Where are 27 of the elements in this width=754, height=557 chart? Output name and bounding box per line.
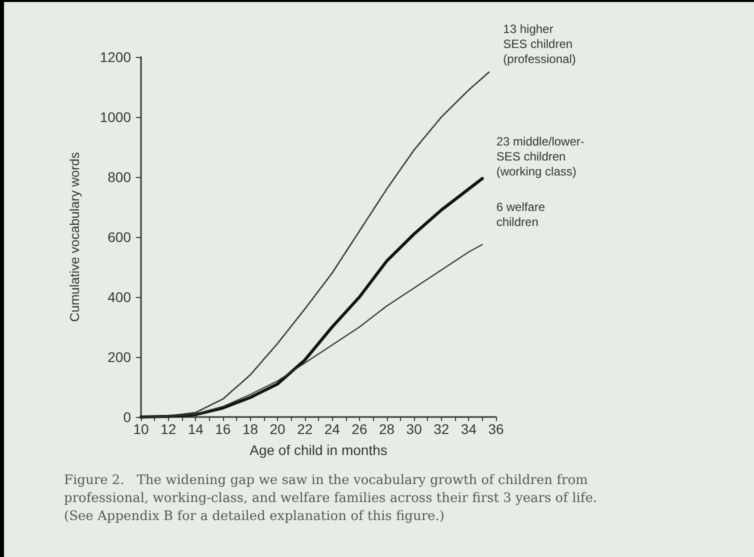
y-tick-label: 800 (108, 169, 132, 185)
x-tick-label: 26 (352, 421, 368, 437)
y-axis-title: Cumulative vocabulary words (67, 152, 82, 322)
y-tick-label: 400 (108, 289, 132, 305)
x-tick-label: 14 (188, 421, 204, 437)
x-tick-label: 16 (215, 421, 231, 437)
x-tick-label: 22 (297, 421, 313, 437)
x-tick-label: 18 (242, 421, 258, 437)
x-tick-label: 12 (160, 421, 176, 437)
x-tick-label: 24 (324, 421, 340, 437)
x-tick-label: 32 (434, 421, 450, 437)
series-label: 23 middle/lower- SES children (working class) (496, 134, 584, 178)
x-tick-label: 28 (378, 421, 395, 437)
y-tick-label: 0 (123, 409, 132, 425)
x-tick-label: 30 (406, 421, 422, 437)
x-tick-label: 34 (460, 421, 477, 437)
y-tick-label: 1200 (100, 49, 132, 65)
y-tick-label: 600 (108, 229, 132, 245)
y-tick-label: 200 (108, 349, 132, 365)
x-tick-label: 10 (133, 421, 149, 437)
caption: Figure 2. The widening gap we saw in the vocabulary growth of children from professional, working-class, and welfare families across their first 3 years of life. (See Appendix B for a detailed explanation of this figure.) (64, 472, 598, 526)
series-label: 6 welfare children (496, 200, 546, 229)
y-tick-label: 1000 (100, 109, 132, 125)
x-tick-label: 20 (270, 421, 286, 437)
x-tick-label: 36 (488, 421, 504, 437)
x-axis-title: Age of child in months (250, 442, 388, 458)
series-label: 13 higher SES children (professional) (503, 22, 576, 66)
